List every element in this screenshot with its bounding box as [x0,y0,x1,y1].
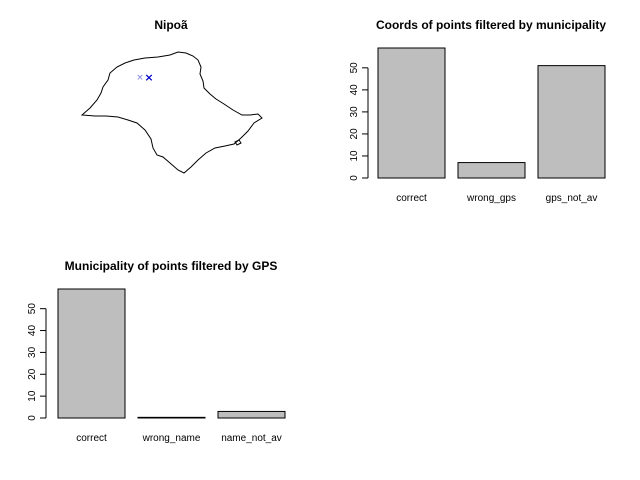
bar-correct [57,288,126,419]
y-tick-label: 20 [27,368,38,380]
y-tick-label: 30 [27,346,38,358]
y-tick-label: 30 [349,106,360,118]
category-label: wrong_name [142,433,201,444]
state-outline [80,51,263,174]
y-tick-label: 50 [349,62,360,74]
municipality-point-marker: × [144,71,153,84]
y-tick-label: 10 [27,390,38,402]
municipality-bar-chart: Municipality of points filtered by GPS c… [27,259,286,444]
chart-title: Municipality of points filtered by GPS [65,259,278,273]
y-tick-label: 0 [27,415,38,421]
record-point-marker: × [136,73,144,83]
y-tick-label: 40 [349,84,360,96]
coastal-island [234,139,242,146]
y-tick-label: 20 [349,128,360,140]
coords-bar-chart: Coords of points filtered by municipalit… [349,18,606,204]
y-tick-label: 10 [349,150,360,162]
map-title: Nipoã [154,18,188,32]
bar-name_not_av [217,410,286,419]
y-tick-label: 40 [27,325,38,337]
y-tick-label: 0 [349,175,360,181]
category-label: name_not_av [221,433,282,444]
bar-correct [377,47,446,179]
y-tick-label: 50 [27,303,38,315]
category-label: correct [76,433,107,444]
map-panel: Nipoã × × [80,18,263,174]
bar-gps_not_av [537,65,606,179]
chart-title: Coords of points filtered by municipalit… [376,18,606,32]
category-label: correct [396,193,427,204]
category-label: gps_not_av [546,193,598,204]
category-label: wrong_gps [466,193,516,204]
bar-wrong_gps [457,162,526,179]
bar-wrong_name [137,416,206,419]
